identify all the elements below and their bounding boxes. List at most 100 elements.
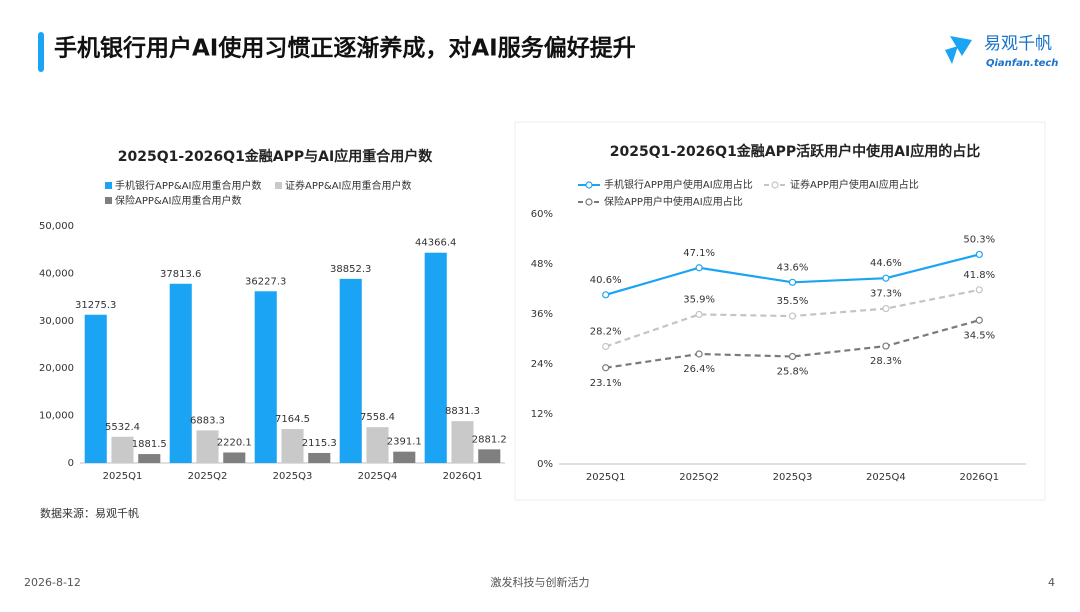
value-label: 36227.3 bbox=[245, 276, 286, 287]
legend-label: 保险APP用户中使用AI应用占比 bbox=[604, 195, 743, 208]
value-label: 37813.6 bbox=[160, 269, 201, 280]
value-label: 35.9% bbox=[683, 294, 715, 305]
legend-swatch bbox=[275, 182, 282, 189]
point-marker bbox=[602, 342, 610, 351]
charts: 2025Q1-2026Q1金融APP与AI应用重合用户数 0 10,000 20,00… bbox=[39, 143, 1026, 483]
bar bbox=[339, 278, 362, 463]
x-tick-label: 2026Q1 bbox=[443, 471, 483, 482]
y-tick-label: 30,000 bbox=[39, 316, 74, 327]
value-label: 37.3% bbox=[870, 289, 902, 300]
value-label: 25.8% bbox=[777, 367, 809, 378]
x-tick-label: 2025Q3 bbox=[773, 472, 813, 483]
footer-slogan: 激发科技与创新活力 bbox=[491, 575, 590, 589]
slide-title: 手机银行用户AI使用习惯正逐渐养成，对AI服务偏好提升 bbox=[54, 35, 636, 62]
point-marker bbox=[788, 312, 797, 320]
value-label: 38852.3 bbox=[330, 264, 371, 275]
point-marker bbox=[975, 286, 983, 294]
point-marker bbox=[975, 250, 983, 259]
legend-marker bbox=[771, 181, 779, 189]
chart-title: 2025Q1-2026Q1金融APP活跃用户中使用AI应用的占比 bbox=[610, 143, 980, 160]
value-label: 43.6% bbox=[777, 262, 809, 273]
x-tick-label: 2026Q1 bbox=[959, 472, 999, 483]
value-label: 31275.3 bbox=[75, 300, 116, 311]
bar bbox=[84, 314, 107, 463]
footer-date: 2026-8-12 bbox=[24, 576, 81, 589]
point-marker bbox=[975, 316, 983, 324]
value-label: 2115.3 bbox=[302, 438, 337, 449]
y-tick-label: 0 bbox=[68, 458, 74, 469]
value-label: 7558.4 bbox=[360, 412, 395, 423]
bar bbox=[308, 452, 331, 463]
y-tick-label: 50,000 bbox=[39, 221, 74, 232]
bar bbox=[223, 452, 246, 463]
point-marker bbox=[695, 350, 703, 358]
value-label: 2391.1 bbox=[387, 437, 422, 448]
point-marker bbox=[788, 278, 797, 286]
x-tick-label: 2025Q4 bbox=[866, 472, 906, 483]
value-label: 47.1% bbox=[683, 248, 715, 259]
y-tick-label: 60% bbox=[531, 209, 553, 220]
bar bbox=[196, 430, 219, 463]
title-accent bbox=[38, 32, 44, 72]
bar bbox=[424, 252, 447, 463]
legend-label: 证券APP&AI应用重合用户数 bbox=[285, 179, 412, 192]
value-label: 44366.4 bbox=[415, 238, 456, 249]
point-marker bbox=[602, 364, 610, 372]
value-label: 6883.3 bbox=[190, 415, 225, 426]
value-label: 28.2% bbox=[590, 327, 622, 338]
value-label: 50.3% bbox=[963, 234, 995, 245]
point-marker bbox=[695, 264, 703, 272]
value-label: 28.3% bbox=[870, 356, 902, 367]
bar bbox=[366, 427, 389, 463]
source-note: 数据来源：易观千帆 bbox=[40, 506, 139, 520]
bar bbox=[281, 429, 304, 463]
x-tick-label: 2025Q1 bbox=[103, 471, 143, 482]
x-tick-label: 2025Q1 bbox=[586, 472, 626, 483]
y-tick-label: 10,000 bbox=[39, 411, 74, 422]
value-label: 8831.3 bbox=[445, 406, 480, 417]
x-tick-label: 2025Q4 bbox=[358, 471, 398, 482]
bar bbox=[169, 283, 192, 463]
bar bbox=[478, 449, 501, 463]
chart-title: 2025Q1-2026Q1金融APP与AI应用重合用户数 bbox=[118, 148, 433, 165]
value-label: 26.4% bbox=[683, 364, 715, 375]
value-label: 5532.4 bbox=[105, 422, 140, 433]
point-marker bbox=[602, 291, 610, 299]
y-tick-label: 0% bbox=[537, 459, 553, 470]
legend-label: 证券APP用户使用AI应用占比 bbox=[790, 178, 919, 191]
bar bbox=[111, 436, 134, 463]
y-tick-label: 40,000 bbox=[39, 268, 74, 279]
chart-panel bbox=[514, 121, 1046, 501]
value-label: 23.1% bbox=[590, 378, 622, 389]
point-marker bbox=[882, 304, 890, 313]
legend-swatch bbox=[105, 197, 112, 204]
y-tick-label: 48% bbox=[531, 259, 553, 270]
x-tick-label: 2025Q3 bbox=[273, 471, 313, 482]
point-marker bbox=[695, 310, 703, 319]
point-marker bbox=[788, 352, 797, 361]
x-tick-label: 2025Q2 bbox=[679, 472, 719, 483]
legend-label: 手机银行APP&AI应用重合用户数 bbox=[115, 179, 262, 192]
y-tick-label: 12% bbox=[531, 409, 553, 420]
bar bbox=[254, 291, 277, 463]
bar bbox=[451, 421, 474, 463]
value-label: 40.6% bbox=[590, 275, 622, 286]
bar bbox=[393, 451, 416, 463]
series-line bbox=[605, 319, 980, 369]
page-number: 4 bbox=[1048, 576, 1055, 589]
logo-site: Qianfan.tech bbox=[986, 58, 1058, 69]
logo: 易观千帆 Qianfan.tech bbox=[945, 34, 1058, 69]
value-label: 1881.5 bbox=[132, 439, 167, 450]
bar bbox=[138, 454, 161, 463]
y-tick-label: 36% bbox=[531, 309, 553, 320]
value-label: 41.8% bbox=[963, 270, 995, 281]
x-tick-label: 2025Q2 bbox=[188, 471, 228, 482]
y-tick-label: 24% bbox=[531, 359, 553, 370]
value-label: 2881.2 bbox=[472, 434, 507, 445]
value-label: 2220.1 bbox=[217, 437, 252, 448]
y-tick-label: 20,000 bbox=[39, 363, 74, 374]
value-label: 44.6% bbox=[870, 258, 902, 269]
